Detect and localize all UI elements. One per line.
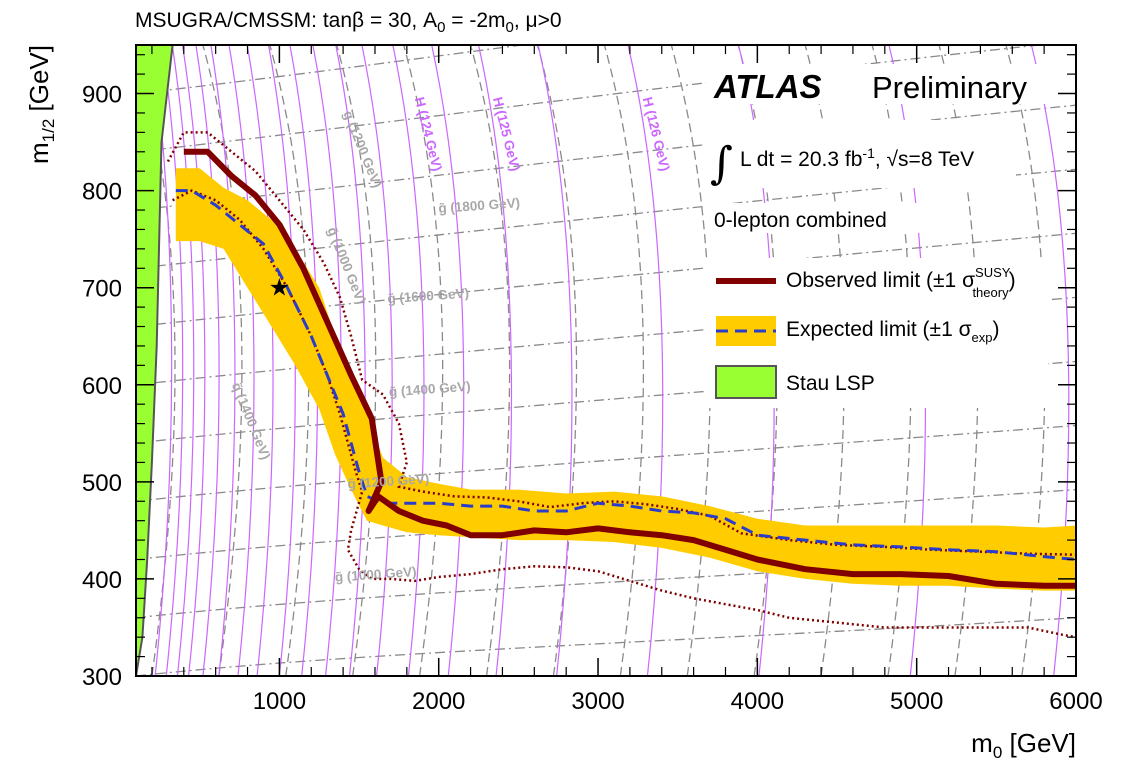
y-tick-label: 500 [82,470,122,497]
higgs-mass-contour [181,45,206,676]
x-tick-label: 4000 [731,688,784,715]
y-axis-label: m1/2 [GeV] [24,45,58,164]
x-tick-label: 6000 [1049,688,1102,715]
squark-contour [202,45,243,676]
squark-contour [670,45,711,676]
higgs-mass-contour [477,45,513,676]
y-tick-label: 900 [82,82,122,109]
contour-label: q̃ (1400 GeV) [229,380,274,461]
higgs-mass-contour [335,45,366,676]
higgs-mass-contour [312,45,342,676]
squark-contour [536,45,578,676]
y-tick-label: 400 [82,567,122,594]
observed-plus-1sigma [166,131,1076,556]
axis-ticks: 1000 2000 3000 4000 5000 6000 300 400 500 600 700 8… [82,45,1103,715]
legend: Observed limit (±1 σSUSY theory) Expected… [706,258,1048,408]
atlas-logo: ATLAS [713,68,822,105]
higgs-mass-contour [361,45,393,676]
higgs-mass-contour [171,45,195,676]
y-tick-label: 300 [82,664,122,691]
contour-label: g̃ (1200 GeV) [347,471,430,492]
x-axis-label: m0 [GeV] [971,728,1076,762]
x-tick-label: 2000 [412,688,465,715]
y-tick-label: 800 [82,179,122,206]
expected-limit-line [175,189,1076,561]
legend-stau-swatch [715,365,777,399]
gluino-contour [136,45,1046,153]
higgs-mass-contour [210,45,236,676]
higgs-contour-label: H (124 GeV) [412,95,445,172]
observed-limit-line [183,148,1076,589]
preliminary-label: Preliminary [872,70,1028,105]
squark-contour [603,45,645,676]
lumi-bg [706,120,1016,188]
higgs-mass-contour [431,45,465,676]
higgs-mass-contour [537,45,573,676]
analysis-bg [706,203,926,233]
expected-band [175,168,1076,591]
higgs-mass-contour [161,45,184,676]
squark-contour [403,45,444,676]
integral-sign: ∫ [710,138,733,189]
gluino-contour [136,617,1076,676]
x-tick-label: 5000 [890,688,943,715]
atlas-label-bg [706,64,1056,104]
legend-observed-label: Observed limit (±1 σSUSY theory) [786,265,1016,300]
higgs-mass-contour [228,45,255,676]
legend-stau-label: Stau LSP [786,372,875,395]
stau-lsp-region [136,45,174,676]
squark-contour [469,45,511,676]
squark-contour [336,45,377,676]
higgs-mass-contour [246,45,274,676]
analysis-label: 0-lepton combined [714,209,887,232]
contour-label: g̃ (1800 GeV) [438,195,521,216]
gluino-contour [136,232,1076,328]
gluino-contour [136,45,527,95]
x-tick-label: 3000 [571,688,624,715]
y-tick-label: 700 [82,276,122,303]
benchmark-star: ★ [269,275,291,302]
legend-expected-label: Expected limit (±1 σexp) [786,318,1000,345]
luminosity-label: L dt = 20.3 fb-1, √s=8 TeV [740,145,974,171]
plot-frame [135,44,1077,677]
contour-label: g̃ (1000 GeV) [334,564,417,585]
gluino-contour [136,553,1076,619]
x-tick-label: 1000 [253,688,306,715]
higgs-mass-contour [195,45,220,676]
contour-label: g̃ (1600 GeV) [387,286,470,307]
higgs-mass-contour [392,45,425,676]
contour-label: g̃ (1400 GeV) [388,379,471,400]
gluino-contour [136,424,1076,502]
higgs-mass-contour [627,45,664,676]
plot-title: MSUGRA/CMSSM: tanβ = 30, A0 = -2m0, μ>0 [135,9,562,36]
y-tick-label: 600 [82,373,122,400]
